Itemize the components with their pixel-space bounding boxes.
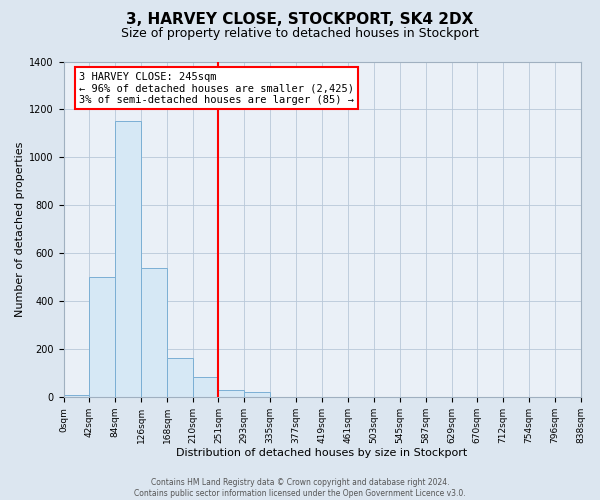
- Bar: [64, 395, 89, 397]
- Text: Size of property relative to detached houses in Stockport: Size of property relative to detached ho…: [121, 28, 479, 40]
- X-axis label: Distribution of detached houses by size in Stockport: Distribution of detached houses by size …: [176, 448, 467, 458]
- Bar: [115, 122, 141, 397]
- Text: 3, HARVEY CLOSE, STOCKPORT, SK4 2DX: 3, HARVEY CLOSE, STOCKPORT, SK4 2DX: [127, 12, 473, 28]
- Bar: [218, 390, 244, 397]
- Bar: [89, 278, 115, 397]
- Text: Contains HM Land Registry data © Crown copyright and database right 2024.
Contai: Contains HM Land Registry data © Crown c…: [134, 478, 466, 498]
- Y-axis label: Number of detached properties: Number of detached properties: [15, 142, 25, 317]
- Text: 3 HARVEY CLOSE: 245sqm
← 96% of detached houses are smaller (2,425)
3% of semi-d: 3 HARVEY CLOSE: 245sqm ← 96% of detached…: [79, 72, 354, 105]
- Bar: [244, 392, 270, 397]
- Bar: [193, 377, 218, 397]
- Bar: [141, 268, 167, 397]
- Bar: [167, 358, 193, 397]
